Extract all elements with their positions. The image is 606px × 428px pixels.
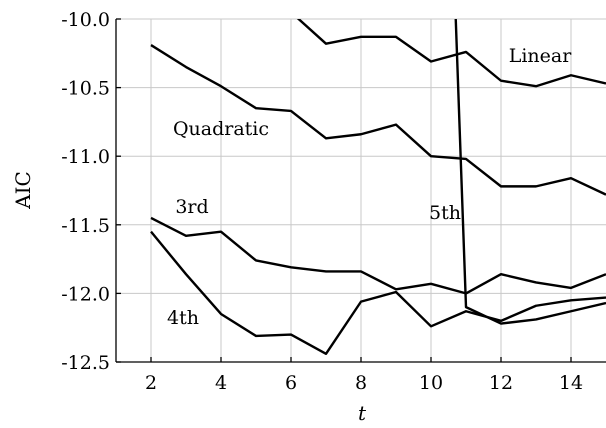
y-tick-label: -12.5 (61, 352, 110, 374)
x-tick-label: 2 (145, 372, 157, 394)
y-axis-label: AIC (11, 171, 35, 210)
y-tick-label: -11.0 (61, 146, 110, 168)
series-label-linear: Linear (509, 45, 573, 67)
y-tick-label: -11.5 (61, 215, 110, 237)
x-axis-label: t (358, 401, 367, 425)
series-line-linear (296, 19, 606, 88)
series-label-4th: 4th (167, 307, 199, 329)
series-label-5th: 5th (429, 202, 461, 224)
axes: 2 4 6 8 10 12 14 -10.0 -10.5 -11.0 -11.5 -12.0 -12.5 (61, 9, 606, 394)
series-line-4th (150, 230, 606, 355)
series-line-5th (454, 19, 606, 325)
series-line-3rd (150, 216, 606, 295)
x-tick-label: 10 (419, 372, 443, 394)
plot-area (150, 19, 606, 355)
x-tick-label: 14 (559, 372, 583, 394)
x-tick-label: 4 (215, 372, 227, 394)
series-label-3rd: 3rd (175, 196, 208, 218)
y-tick-label: -10.5 (61, 78, 110, 100)
x-tick-label: 8 (355, 372, 367, 394)
series-labels: Linear Quadratic 3rd 4th 5th (167, 45, 572, 329)
series-label-quadratic: Quadratic (173, 118, 269, 140)
y-tick-label: -12.0 (61, 283, 110, 305)
x-tick-label: 12 (489, 372, 513, 394)
x-tick-label: 6 (285, 372, 297, 394)
series-line-quadratic (150, 44, 606, 196)
y-tick-label: -10.0 (61, 9, 110, 31)
